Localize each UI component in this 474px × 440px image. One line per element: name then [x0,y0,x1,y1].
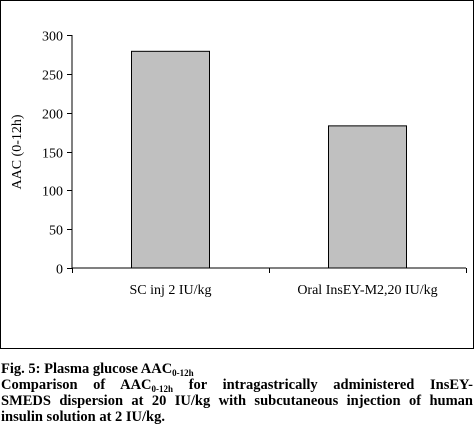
y-tick-label: 200 [42,108,63,123]
plot-layer: 0 50 100 150 200 250 300 SC inj 2 IU/kg Oral Ins… [42,30,467,298]
caption-line-4: insulin solution at 2 IU/kg. [1,409,165,425]
chart-frame: 0 50 100 150 200 250 300 SC inj 2 IU/kg Oral Ins… [0,0,474,349]
y-tick-label: 300 [42,30,63,45]
x-category-label: Oral InsEY-M2,20 IU/kg [297,283,437,298]
y-tick-label: 50 [49,224,63,239]
y-tick-label: 0 [56,263,63,278]
y-tick-label: 150 [42,147,63,162]
caption-line-2-suffix: for intragastrically administered InsEY- [173,377,474,393]
caption-line-2: Comparison of AAC0-12h for intragastrica… [1,377,474,394]
bar [131,50,210,269]
y-tick-label: 100 [42,185,63,200]
x-category-label: SC inj 2 IU/kg [129,283,211,298]
y-axis-title: AAC (0-12h) [10,114,25,189]
caption-line-2-prefix: Comparison of AAC [1,377,152,393]
caption-title: Fig. 5: Plasma glucose AAC [1,361,173,377]
figure-caption: Fig. 5: Plasma glucose AAC0-12h Comparis… [1,361,473,425]
caption-title-line: Fig. 5: Plasma glucose AAC0-12h [1,361,473,378]
bar [328,125,407,269]
caption-line-2-subscript: 0-12h [151,384,174,394]
bar-chart: 0 50 100 150 200 250 300 SC inj 2 IU/kg Oral Ins… [10,30,467,298]
y-tick-label: 250 [42,69,63,84]
caption-line-3: SMEDS dispersion at 20 IU/kg with subcut… [1,393,473,409]
caption-title-subscript: 0-12h [172,368,194,378]
